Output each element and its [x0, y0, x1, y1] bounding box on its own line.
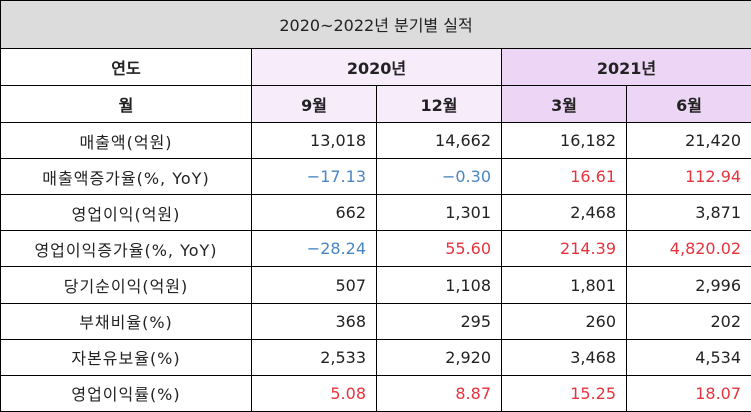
month-header-cell: 6월	[625, 84, 751, 124]
year-header-2020: 2020년	[251, 47, 502, 86]
value-cell: 4,820.02	[625, 230, 751, 268]
value-cell: 295	[376, 302, 502, 340]
value-cell: 55.60	[376, 230, 502, 268]
table-row: 자본유보율(%) 2,533 2,920 3,468 4,534	[0, 338, 751, 376]
value-cell: 1,108	[376, 266, 502, 304]
value-cell: 2,920	[376, 338, 502, 376]
table-row: 영업이익률(%) 5.08 8.87 15.25 18.07	[0, 374, 751, 412]
value-cell: 214.39	[501, 230, 627, 268]
value-cell: 16.61	[501, 158, 627, 196]
value-cell: 2,996	[625, 266, 751, 304]
month-header-row: 월 9월 12월 3월 6월	[0, 84, 751, 124]
value-cell: 13,018	[251, 122, 377, 160]
row-label: 매출액(억원)	[0, 122, 252, 160]
value-cell: −28.24	[251, 230, 377, 268]
value-cell: 5.08	[251, 374, 377, 412]
row-label: 영업이익률(%)	[0, 374, 252, 412]
row-label: 당기순이익(억원)	[0, 266, 252, 304]
value-cell: 8.87	[376, 374, 502, 412]
title-row: 2020~2022년 분기별 실적	[0, 0, 751, 49]
row-label: 매출액증가율(%, YoY)	[0, 158, 252, 196]
row-label: 자본유보율(%)	[0, 338, 252, 376]
value-cell: 1,801	[501, 266, 627, 304]
value-cell: 16,182	[501, 122, 627, 160]
value-cell: 3,871	[625, 194, 751, 232]
value-cell: −0.30	[376, 158, 502, 196]
month-header-cell: 9월	[251, 84, 377, 124]
value-cell: 507	[251, 266, 377, 304]
table-row: 영업이익(억원) 662 1,301 2,468 3,871	[0, 194, 751, 232]
month-header-label: 월	[0, 84, 252, 124]
table-row: 부채비율(%) 368 295 260 202	[0, 302, 751, 340]
table-row: 영업이익증가율(%, YoY) −28.24 55.60 214.39 4,820.02	[0, 230, 751, 268]
row-label: 부채비율(%)	[0, 302, 252, 340]
value-cell: 15.25	[501, 374, 627, 412]
value-cell: 2,533	[251, 338, 377, 376]
value-cell: 21,420	[625, 122, 751, 160]
table-row: 당기순이익(억원) 507 1,108 1,801 2,996	[0, 266, 751, 304]
value-cell: −17.13	[251, 158, 377, 196]
value-cell: 202	[625, 302, 751, 340]
year-header-row: 연도 2020년 2021년	[0, 47, 751, 86]
value-cell: 3,468	[501, 338, 627, 376]
value-cell: 112.94	[625, 158, 751, 196]
month-header-cell: 12월	[376, 84, 502, 124]
row-label: 영업이익(억원)	[0, 194, 252, 232]
table-row: 매출액(억원) 13,018 14,662 16,182 21,420	[0, 122, 751, 160]
value-cell: 1,301	[376, 194, 502, 232]
value-cell: 2,468	[501, 194, 627, 232]
table-row: 매출액증가율(%, YoY) −17.13 −0.30 16.61 112.94	[0, 158, 751, 196]
month-header-cell: 3월	[501, 84, 627, 124]
year-header-2021: 2021년	[500, 47, 751, 86]
value-cell: 4,534	[625, 338, 751, 376]
value-cell: 14,662	[376, 122, 502, 160]
table-title: 2020~2022년 분기별 실적	[0, 0, 751, 49]
value-cell: 368	[251, 302, 377, 340]
year-header-label: 연도	[0, 47, 252, 86]
value-cell: 662	[251, 194, 377, 232]
row-label: 영업이익증가율(%, YoY)	[0, 230, 252, 268]
value-cell: 18.07	[625, 374, 751, 412]
value-cell: 260	[501, 302, 627, 340]
